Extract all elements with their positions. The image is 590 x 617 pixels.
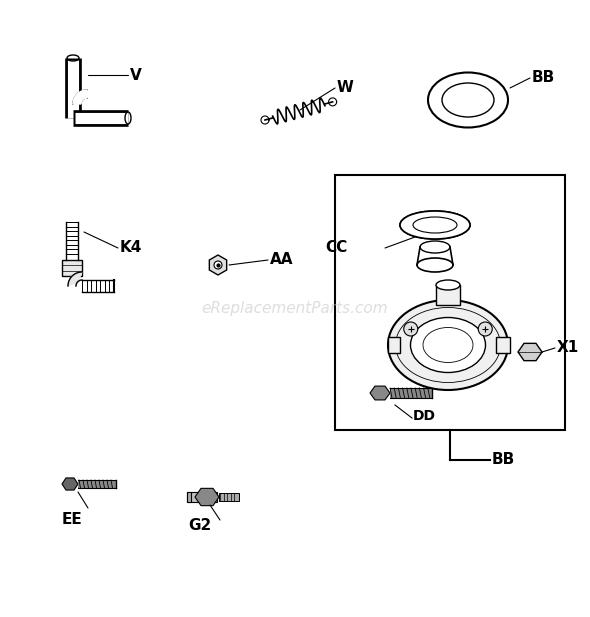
Bar xyxy=(219,493,239,501)
Text: X1: X1 xyxy=(557,341,579,355)
Ellipse shape xyxy=(478,322,492,336)
Ellipse shape xyxy=(400,211,470,239)
Text: BB: BB xyxy=(492,452,515,468)
Ellipse shape xyxy=(436,280,460,290)
Text: K4: K4 xyxy=(120,241,142,255)
Ellipse shape xyxy=(388,300,508,390)
Text: AA: AA xyxy=(270,252,293,268)
Ellipse shape xyxy=(417,258,453,272)
Bar xyxy=(187,492,217,502)
Text: DD: DD xyxy=(413,409,436,423)
Bar xyxy=(335,175,565,430)
Bar xyxy=(436,285,460,305)
Ellipse shape xyxy=(420,241,450,253)
Polygon shape xyxy=(209,255,227,275)
Ellipse shape xyxy=(428,73,508,128)
Bar xyxy=(496,337,510,353)
Polygon shape xyxy=(518,343,542,361)
Text: CC: CC xyxy=(326,241,348,255)
Polygon shape xyxy=(68,272,82,286)
Ellipse shape xyxy=(214,261,222,269)
Text: eReplacementParts.com: eReplacementParts.com xyxy=(202,301,388,316)
Polygon shape xyxy=(370,386,390,400)
Text: W: W xyxy=(337,80,354,96)
Polygon shape xyxy=(73,90,87,104)
Bar xyxy=(62,260,82,276)
Text: EE: EE xyxy=(61,513,83,528)
Ellipse shape xyxy=(404,322,418,336)
Text: V: V xyxy=(130,67,142,83)
Text: BB: BB xyxy=(532,70,555,86)
Ellipse shape xyxy=(411,318,486,373)
Bar xyxy=(390,388,432,398)
Polygon shape xyxy=(195,488,219,506)
Polygon shape xyxy=(62,478,78,490)
Text: G2: G2 xyxy=(188,518,212,532)
Bar xyxy=(78,480,116,488)
Bar xyxy=(388,337,400,353)
Bar xyxy=(187,492,191,502)
